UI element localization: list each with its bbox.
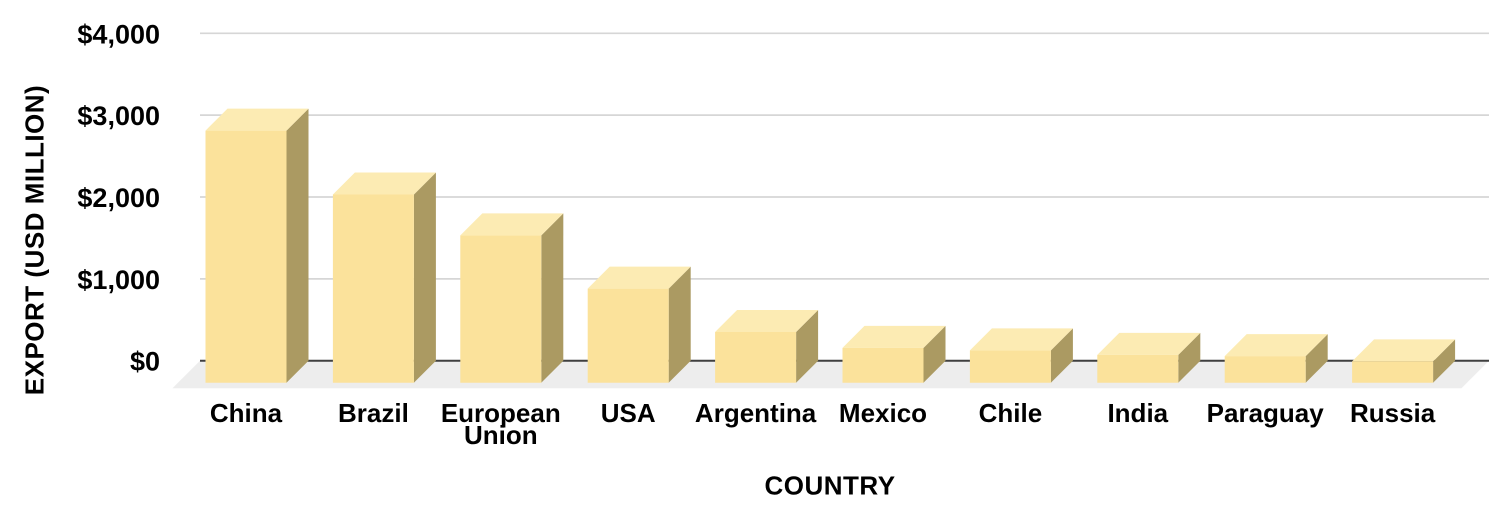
y-tick-label-2-000: $2,000 (77, 183, 160, 213)
bar-side-face (1433, 339, 1456, 383)
x-category-label-mexico: Mexico (839, 398, 927, 428)
bar-chile (969, 328, 1073, 383)
x-category-label-argentina: Argentina (695, 398, 817, 428)
bar-side-face (668, 266, 691, 383)
bar-front-face (842, 347, 924, 383)
x-category-label-paraguay: Paraguay (1207, 398, 1325, 428)
bar-mexico (842, 325, 946, 383)
bar-side-face (1305, 334, 1328, 383)
bar-top-face (205, 108, 309, 131)
bar-front-face (460, 235, 542, 383)
bar-top-face (460, 213, 564, 236)
bar-side-face (541, 213, 564, 383)
y-axis-title: EXPORT (USD MILLION) (19, 84, 50, 396)
bar-usa (587, 266, 691, 383)
x-category-label-china: China (210, 398, 283, 428)
bar-russia (1352, 339, 1456, 383)
y-tick-label-0: $0 (130, 347, 160, 377)
bar-argentina (715, 309, 819, 383)
bar-side-face (413, 172, 436, 383)
bar-front-face (332, 194, 414, 383)
bar-top-face (969, 328, 1073, 351)
bar-side-face (923, 325, 946, 383)
bar-india (1097, 332, 1201, 383)
bar-brazil (332, 172, 436, 383)
x-category-label-chile: Chile (979, 398, 1043, 428)
bar-top-face (1352, 339, 1456, 362)
bar-china (205, 108, 309, 383)
bar-paraguay (1224, 334, 1328, 383)
x-axis-title: COUNTRY (764, 470, 896, 501)
y-tick-label-1-000: $1,000 (77, 265, 160, 295)
bar-front-face (969, 350, 1051, 383)
bar-front-face (587, 288, 669, 383)
bar-top-face (587, 266, 691, 289)
bar-top-face (842, 325, 946, 348)
x-category-label-india: India (1107, 398, 1168, 428)
y-tick-label-4-000: $4,000 (77, 19, 160, 49)
bar-top-face (1097, 332, 1201, 355)
bar-top-face (332, 172, 436, 195)
bar-european-union (460, 213, 564, 383)
bar-front-face (1224, 356, 1306, 383)
bar-side-face (796, 309, 819, 383)
bar-front-face (1097, 354, 1179, 383)
bar-side-face (286, 108, 309, 383)
bar-front-face (205, 130, 287, 383)
bar-side-face (1178, 332, 1201, 383)
x-category-label-usa: USA (601, 398, 656, 428)
y-tick-label-3-000: $3,000 (77, 101, 160, 131)
x-category-label-european-union: European Union (441, 398, 561, 450)
bar-top-face (715, 309, 819, 332)
bar-front-face (1352, 361, 1434, 383)
x-category-label-brazil: Brazil (338, 398, 409, 428)
bar-side-face (1050, 328, 1073, 383)
bar-front-face (715, 331, 797, 383)
bar-top-face (1224, 334, 1328, 357)
x-category-label-russia: Russia (1350, 398, 1436, 428)
